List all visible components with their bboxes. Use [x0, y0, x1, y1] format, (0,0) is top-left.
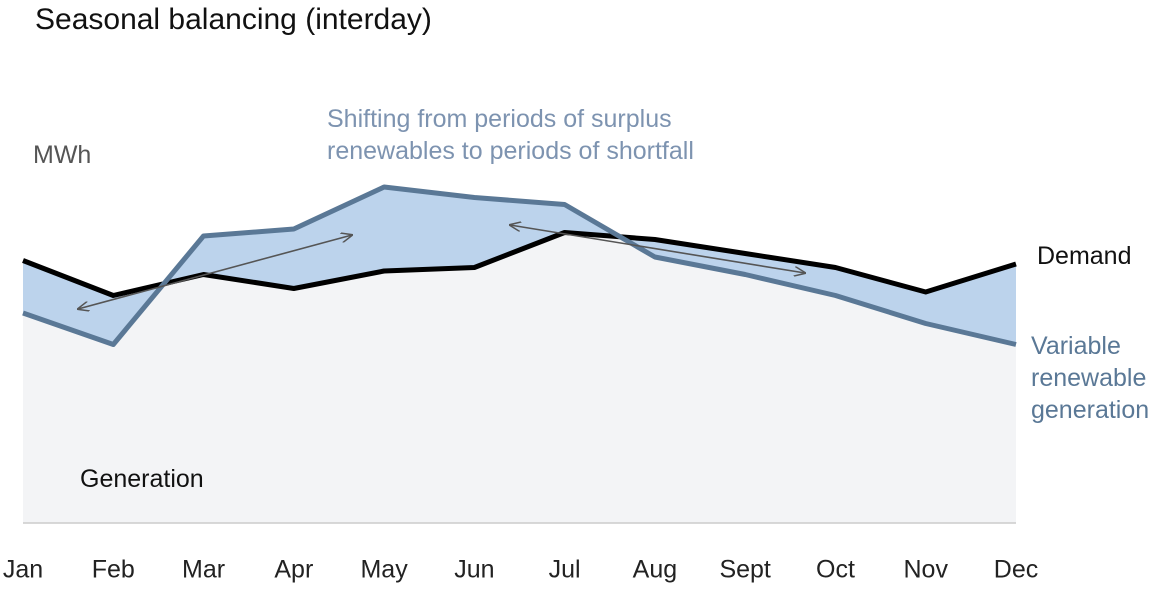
x-tick-label: Jul	[549, 556, 581, 584]
x-tick-label: Mar	[182, 556, 225, 584]
area-label: Generation	[80, 465, 204, 493]
x-tick-label: Jun	[454, 556, 494, 584]
legend-label: Demand	[1037, 242, 1132, 270]
x-tick-label: Sept	[719, 556, 770, 584]
legend-label: Variable renewable generation	[1031, 332, 1150, 424]
x-tick-label: Oct	[816, 556, 855, 584]
annotation: Shifting from periods of surplus renewab…	[327, 105, 694, 165]
x-tick-label: Aug	[633, 556, 677, 584]
x-tick-label: Nov	[903, 556, 948, 584]
x-tick-label: May	[360, 556, 408, 584]
shift-arrow	[510, 225, 805, 273]
x-tick-label: Feb	[92, 556, 135, 584]
x-tick-label: Jan	[3, 556, 43, 584]
y-axis-label: MWh	[33, 141, 92, 169]
shift-arrow	[78, 235, 352, 309]
chart-title: Seasonal balancing (interday)	[35, 3, 432, 36]
x-tick-label: Apr	[274, 556, 313, 584]
x-tick-label: Dec	[994, 556, 1038, 584]
